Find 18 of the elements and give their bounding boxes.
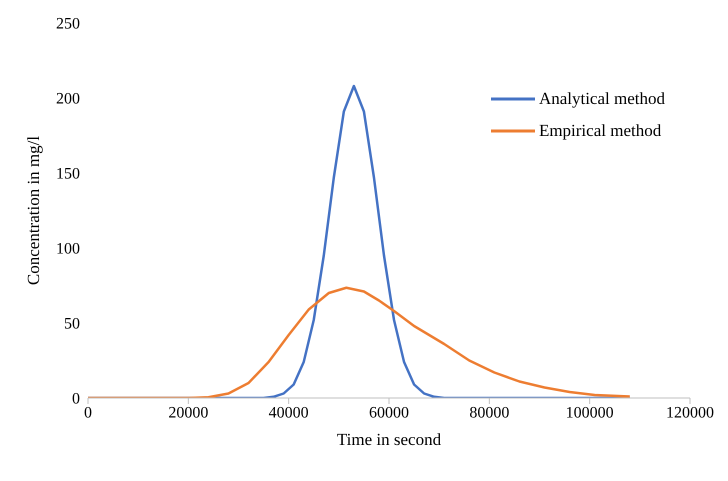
y-tick-label: 100 bbox=[56, 240, 80, 258]
y-tick-label: 150 bbox=[56, 166, 80, 183]
x-tick-label: 60000 bbox=[369, 404, 409, 422]
y-axis-title: Concentration in mg/l bbox=[24, 136, 44, 286]
legend-label: Analytical method bbox=[538, 89, 665, 109]
y-tick-label: 0 bbox=[72, 390, 80, 408]
x-tick-label: 20000 bbox=[168, 404, 208, 422]
x-tick-label: 100000 bbox=[566, 404, 614, 422]
line-series bbox=[88, 286, 632, 398]
y-tick-label: 200 bbox=[56, 90, 80, 108]
x-tick-label: 0 bbox=[84, 404, 92, 422]
x-axis-title: Time in second bbox=[336, 430, 442, 449]
x-tick-label: 120000 bbox=[666, 404, 714, 422]
x-tick-label: 40000 bbox=[268, 404, 309, 422]
legend-label: Empirical method bbox=[538, 121, 662, 141]
y-tick-label: 50 bbox=[64, 316, 80, 333]
y-tick-label: 250 bbox=[56, 16, 80, 33]
x-tick-label: 80000 bbox=[469, 404, 510, 422]
